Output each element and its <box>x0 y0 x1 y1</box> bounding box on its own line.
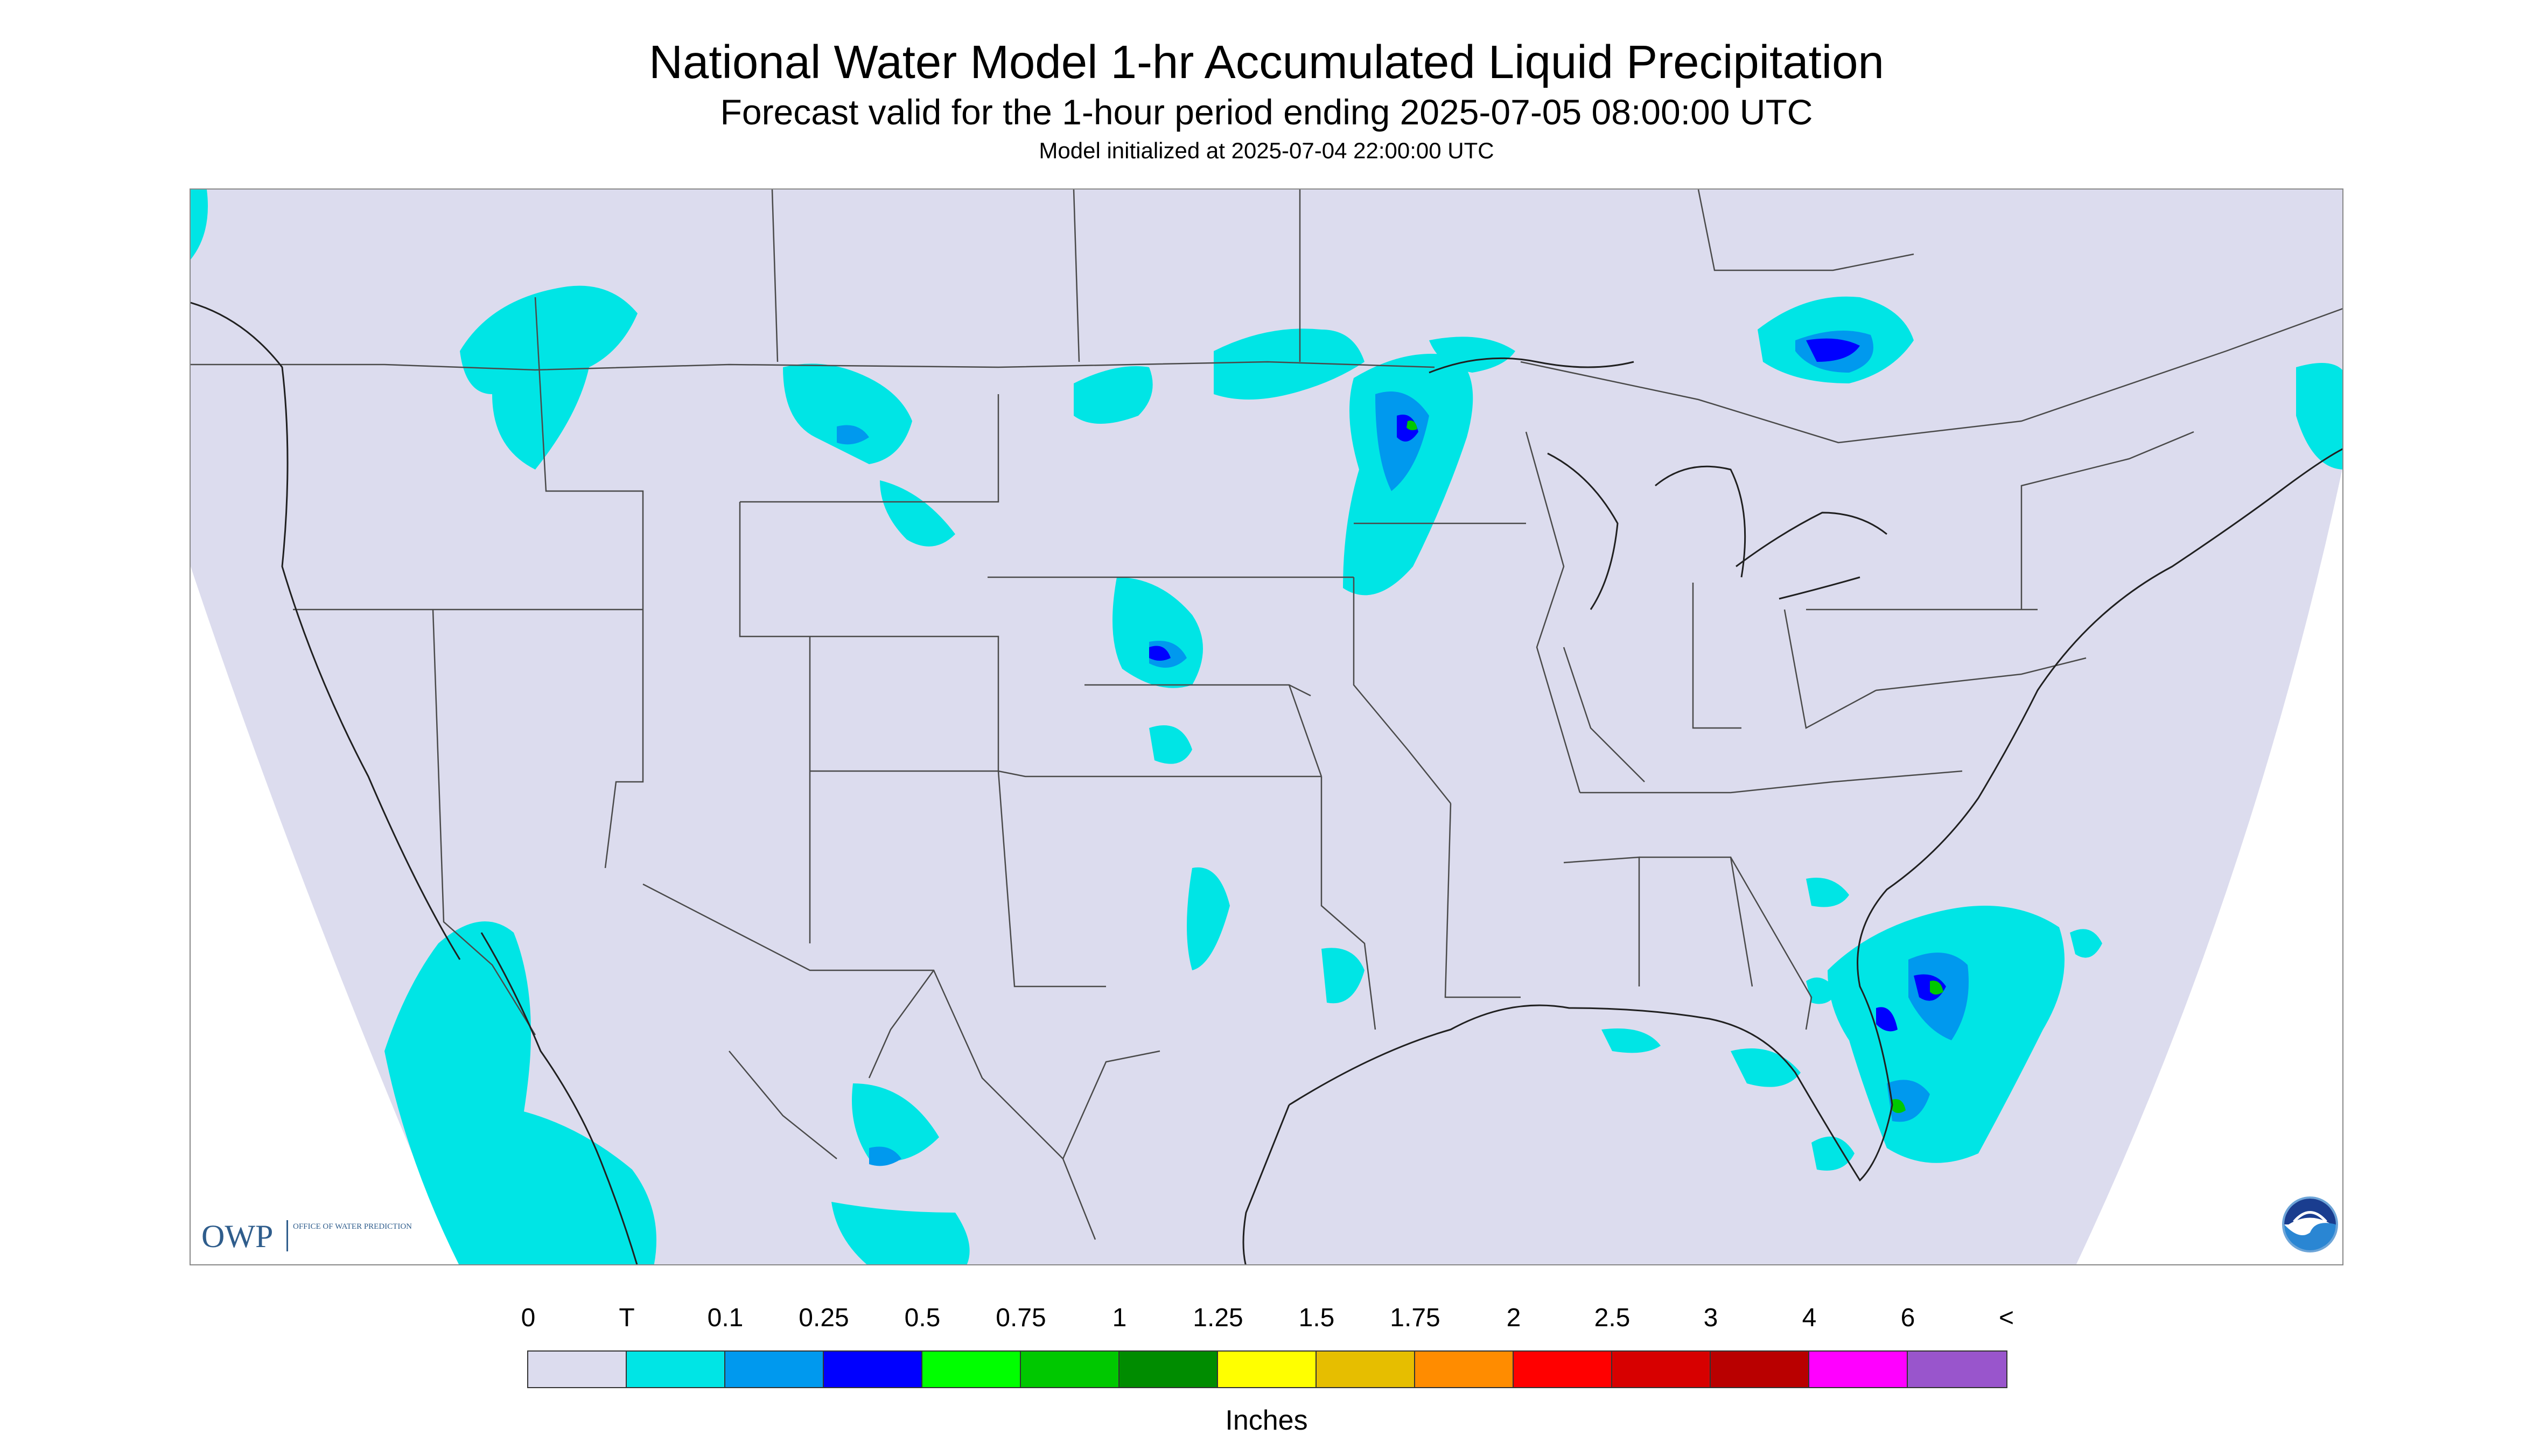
precip-legend: 0 T 0.1 0.25 0.5 0.75 1 1.25 1.5 1.75 2 2.5 3 4 6 < <box>521 1303 2014 1411</box>
legend-label: 1.5 <box>1298 1304 1335 1332</box>
legend-swatch <box>1514 1352 1612 1387</box>
legend-label: T <box>619 1304 635 1332</box>
legend-label: 3 <box>1703 1304 1718 1332</box>
precip-green-areas <box>1407 421 1943 1113</box>
legend-label: 2.5 <box>1594 1304 1631 1332</box>
legend-swatch <box>824 1352 922 1387</box>
legend-swatch <box>1415 1352 1514 1387</box>
legend-swatch <box>1908 1352 2006 1387</box>
legend-swatch <box>725 1352 824 1387</box>
legend-label: 4 <box>1802 1304 1817 1332</box>
legend-label: 1.75 <box>1390 1304 1440 1332</box>
legend-label: 6 <box>1900 1304 1915 1332</box>
owp-logo: OWP OFFICE OF WATER PREDICTION <box>201 1219 412 1254</box>
legend-swatch <box>1317 1352 1415 1387</box>
legend-label: 1.25 <box>1193 1304 1243 1332</box>
model-domain <box>191 190 2342 1264</box>
model-init-time: Model initialized at 2025-07-04 22:00:00… <box>1039 138 1494 163</box>
legend-label: 2 <box>1506 1304 1521 1332</box>
legend-label: 0 <box>521 1304 536 1332</box>
map-subtitle: Forecast valid for the 1-hour period end… <box>720 92 1813 132</box>
legend-units: Inches <box>1225 1405 1308 1436</box>
legend-swatch <box>1711 1352 1809 1387</box>
noaa-logo-icon <box>2282 1196 2338 1252</box>
map-title: National Water Model 1-hr Accumulated Li… <box>649 36 1884 88</box>
legend-swatch <box>1809 1352 1908 1387</box>
legend-swatch <box>922 1352 1021 1387</box>
legend-swatch <box>1218 1352 1317 1387</box>
legend-label: 0.1 <box>707 1304 744 1332</box>
legend-label: 0.5 <box>904 1304 941 1332</box>
boundary-lines <box>191 190 2342 1240</box>
owp-mark: OWP <box>201 1219 273 1254</box>
precipitation-map: OWP OFFICE OF WATER PREDICTION <box>190 188 2343 1265</box>
legend-label: 0.25 <box>799 1304 849 1332</box>
legend-colorbar <box>527 1350 2007 1388</box>
legend-swatch <box>528 1352 627 1387</box>
legend-swatch <box>1021 1352 1119 1387</box>
legend-label: 0.75 <box>996 1304 1046 1332</box>
legend-swatch <box>627 1352 725 1387</box>
legend-label: < <box>1998 1304 2014 1332</box>
map-canvas: OWP OFFICE OF WATER PREDICTION <box>191 190 2342 1264</box>
owp-text: OFFICE OF WATER PREDICTION <box>293 1222 412 1231</box>
legend-label: 1 <box>1112 1304 1127 1332</box>
coastline-lines <box>191 302 2342 1264</box>
legend-swatch <box>1612 1352 1711 1387</box>
legend-swatch <box>1119 1352 1218 1387</box>
